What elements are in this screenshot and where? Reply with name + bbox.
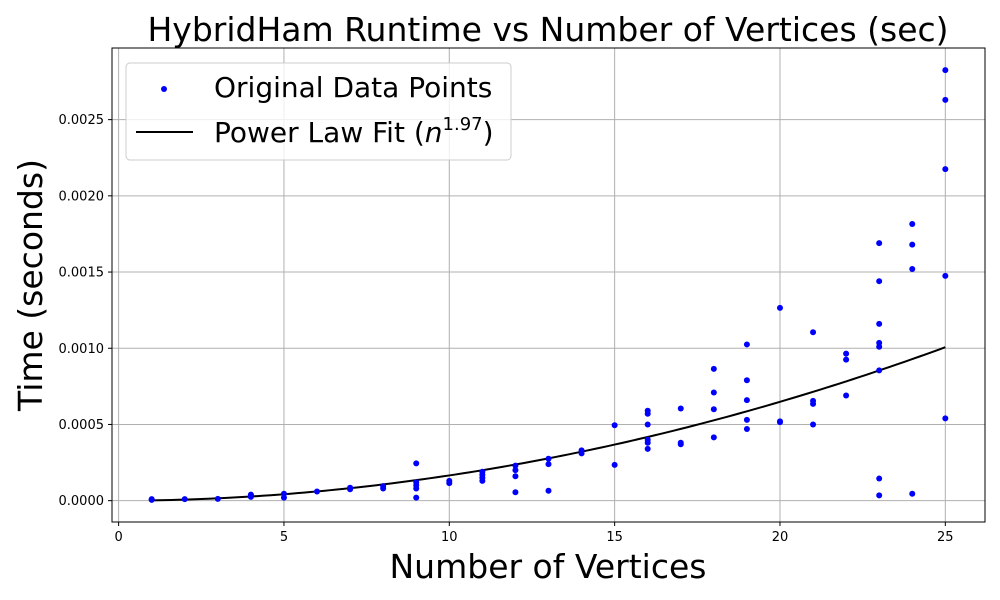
data-point <box>876 240 883 247</box>
y-tick-label: 0.0000 <box>59 494 105 509</box>
data-point <box>876 492 883 499</box>
data-point <box>644 407 651 414</box>
data-point <box>677 439 684 446</box>
data-point <box>876 320 883 327</box>
data-point <box>611 422 618 429</box>
legend-marker-scatter <box>161 86 167 92</box>
data-point <box>876 339 883 346</box>
data-point <box>909 490 916 497</box>
data-point <box>909 221 916 228</box>
x-tick-label: 0 <box>114 530 122 545</box>
data-point <box>942 166 949 173</box>
data-point <box>479 468 486 475</box>
data-point <box>810 421 817 428</box>
y-tick-label: 0.0005 <box>59 418 105 433</box>
data-point <box>413 479 420 486</box>
data-point <box>843 392 850 399</box>
legend: Original Data Points Power Law Fit (n1.9… <box>125 62 512 161</box>
x-tick-label: 15 <box>606 530 623 545</box>
data-point <box>314 488 321 495</box>
data-point <box>776 418 783 425</box>
data-point <box>280 490 287 497</box>
data-point <box>512 467 519 474</box>
data-point <box>644 421 651 428</box>
data-point <box>545 461 552 468</box>
data-point <box>413 460 420 467</box>
y-tick-label: 0.0020 <box>59 189 105 204</box>
data-point <box>909 241 916 248</box>
data-point <box>347 484 354 491</box>
data-point <box>380 483 387 490</box>
data-point <box>247 491 254 498</box>
data-point <box>743 377 750 384</box>
data-point <box>710 406 717 413</box>
data-point <box>214 495 221 502</box>
data-point <box>512 489 519 496</box>
legend-box <box>125 62 512 161</box>
data-point <box>644 445 651 452</box>
data-point <box>181 496 188 503</box>
data-point <box>512 473 519 480</box>
legend-label-fit: Power Law Fit (n1.97) <box>214 114 494 149</box>
data-point <box>611 461 618 468</box>
data-point <box>710 365 717 372</box>
y-axis-label: Time (seconds) <box>11 159 50 412</box>
data-point <box>942 272 949 279</box>
data-point <box>942 415 949 422</box>
data-point <box>710 389 717 396</box>
data-point <box>512 462 519 469</box>
data-point <box>876 475 883 482</box>
legend-label-scatter: Original Data Points <box>214 71 492 104</box>
data-point <box>743 416 750 423</box>
data-point <box>545 487 552 494</box>
data-point <box>148 496 155 503</box>
x-tick-label: 5 <box>280 530 288 545</box>
data-point <box>743 341 750 348</box>
data-point <box>743 426 750 433</box>
data-point <box>810 397 817 404</box>
data-point <box>413 494 420 501</box>
data-point <box>942 67 949 74</box>
data-point <box>909 266 916 272</box>
x-tick-label: 25 <box>937 530 954 545</box>
data-point <box>578 447 585 454</box>
data-point <box>446 477 453 484</box>
x-axis-label: Number of Vertices <box>390 547 707 586</box>
x-tick-label: 20 <box>772 530 789 545</box>
plot-frame <box>111 47 986 523</box>
data-point <box>743 397 750 404</box>
data-point <box>876 278 883 285</box>
data-point <box>710 434 717 441</box>
data-point <box>876 367 883 374</box>
data-point <box>677 405 684 412</box>
data-point <box>843 356 850 363</box>
x-tick-label: 10 <box>441 530 458 545</box>
points-layer <box>148 67 949 503</box>
data-point <box>942 96 949 103</box>
y-tick-label: 0.0010 <box>59 342 105 357</box>
data-point <box>776 304 783 311</box>
data-point <box>644 436 651 443</box>
tick-layer: 0 5 10 15 20 25 0.0000 0.0005 0.0010 0.0015 0.0020… <box>59 113 954 545</box>
data-point <box>843 350 850 357</box>
data-point <box>810 329 817 336</box>
data-point <box>545 455 552 462</box>
y-tick-label: 0.0025 <box>59 113 105 128</box>
chart-title: HybridHam Runtime vs Number of Vertices … <box>147 10 948 49</box>
y-tick-label: 0.0015 <box>59 266 105 281</box>
